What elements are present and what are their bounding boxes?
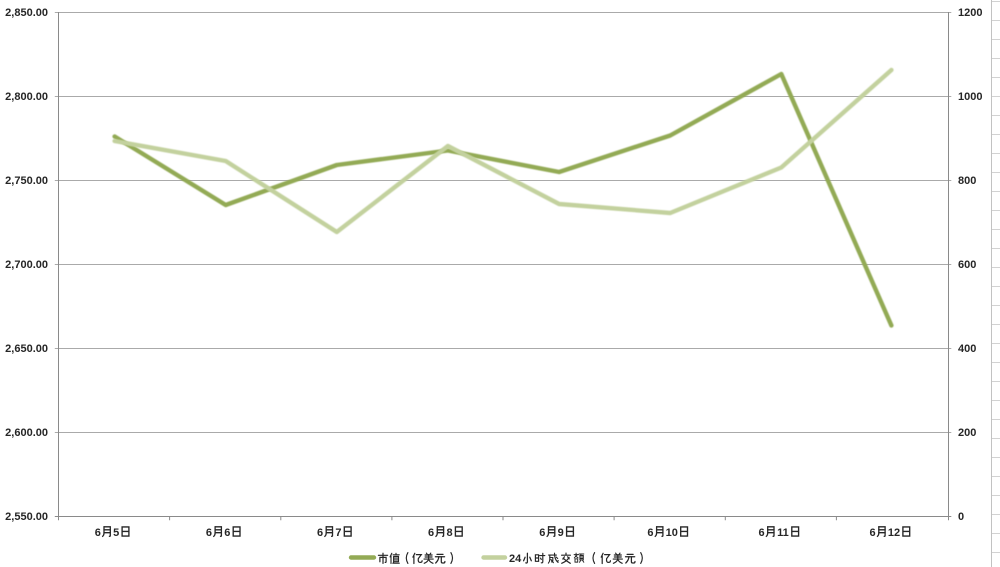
- svg-text:12: 12: [888, 527, 900, 539]
- svg-text:6: 6: [647, 527, 653, 539]
- svg-text:6: 6: [224, 527, 230, 539]
- svg-text:200: 200: [958, 427, 976, 439]
- svg-text:2,700.00: 2,700.00: [5, 259, 48, 271]
- svg-text:400: 400: [958, 343, 976, 355]
- svg-text:2,650.00: 2,650.00: [5, 343, 48, 355]
- svg-text:24: 24: [509, 553, 522, 565]
- svg-text:5: 5: [113, 527, 119, 539]
- svg-text:1200: 1200: [958, 7, 982, 19]
- svg-text:2,800.00: 2,800.00: [5, 91, 48, 103]
- svg-text:6: 6: [206, 527, 212, 539]
- svg-text:6: 6: [539, 527, 545, 539]
- svg-text:2,850.00: 2,850.00: [5, 7, 48, 19]
- svg-text:800: 800: [958, 175, 976, 187]
- svg-text:2,550.00: 2,550.00: [5, 511, 48, 523]
- svg-text:10: 10: [666, 527, 678, 539]
- svg-text:8: 8: [446, 527, 452, 539]
- svg-text:9: 9: [558, 527, 564, 539]
- svg-text:2,600.00: 2,600.00: [5, 427, 48, 439]
- svg-text:2,750.00: 2,750.00: [5, 175, 48, 187]
- svg-text:6: 6: [95, 527, 101, 539]
- svg-text:6: 6: [428, 527, 434, 539]
- svg-text:6: 6: [317, 527, 323, 539]
- svg-text:6: 6: [758, 527, 764, 539]
- svg-text:600: 600: [958, 259, 976, 271]
- svg-text:6: 6: [870, 527, 876, 539]
- svg-text:11: 11: [777, 527, 789, 539]
- svg-text:0: 0: [958, 511, 964, 523]
- svg-text:7: 7: [335, 527, 341, 539]
- svg-text:1000: 1000: [958, 91, 982, 103]
